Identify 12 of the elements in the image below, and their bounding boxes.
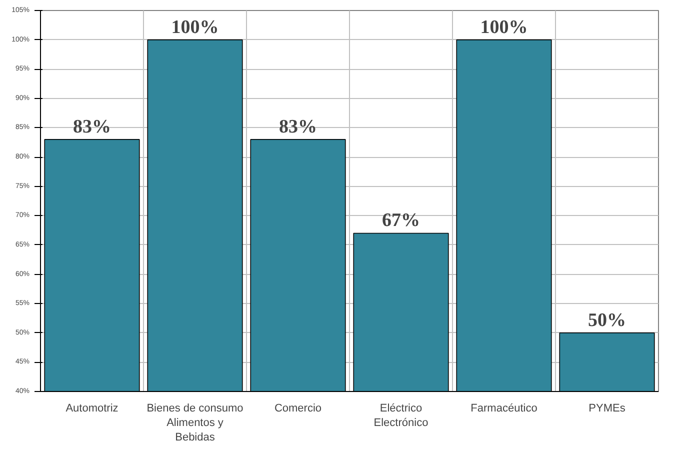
x-tick-label: Comercio xyxy=(274,402,322,414)
data-label: 100% xyxy=(171,16,219,38)
x-tick-label: Eléctrico Electrónico xyxy=(374,402,428,429)
data-label: 50% xyxy=(588,310,626,331)
x-tick-label: Farmacéutico xyxy=(470,402,538,414)
data-label: 83% xyxy=(279,116,317,138)
data-label: 83% xyxy=(73,116,111,138)
x-tick-label: Automotriz xyxy=(66,402,118,414)
data-label: 100% xyxy=(480,16,528,38)
data-label: 67% xyxy=(382,210,420,232)
x-tick-label: PYMEs xyxy=(588,402,626,414)
x-tick-label: Bienes de consumo Alimentos y Bebidas xyxy=(146,402,244,444)
